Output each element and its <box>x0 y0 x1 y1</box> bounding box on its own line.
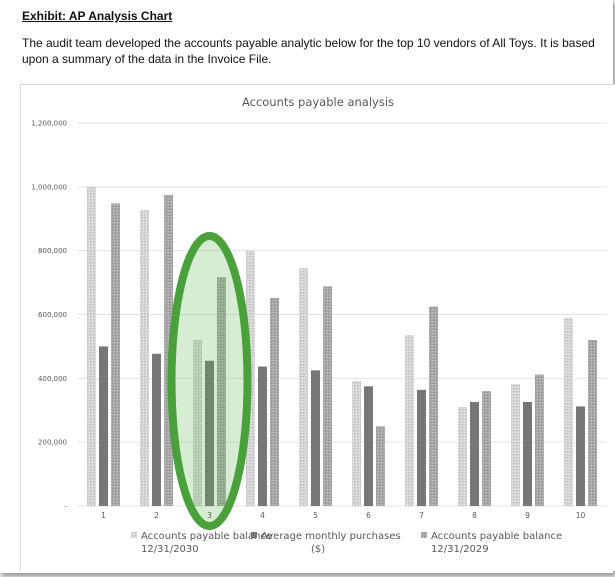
bar <box>270 297 279 506</box>
bar <box>535 374 544 506</box>
x-tick-label: 6 <box>366 511 371 520</box>
bar <box>152 353 161 506</box>
bar <box>417 389 426 506</box>
legend-label-line2: 12/31/2030 <box>141 544 199 555</box>
legend-label: Average monthly purchases <box>261 531 401 542</box>
bar <box>364 386 373 506</box>
x-tick-label: 4 <box>260 511 265 520</box>
bar <box>258 366 267 506</box>
y-tick-label: - <box>64 503 67 511</box>
y-tick-label: 200,000 <box>38 439 67 447</box>
legend-swatch <box>421 532 427 538</box>
legend-swatch <box>131 532 137 538</box>
axis-ticks: - 200,000 400,000 600,000 800,000 1,000,000 1,… <box>31 120 585 521</box>
y-tick-label: 600,000 <box>38 311 67 319</box>
x-tick-label: 2 <box>154 511 159 520</box>
bar <box>588 340 597 506</box>
highlight-ellipse <box>167 232 252 530</box>
bar <box>111 203 120 506</box>
x-tick-label: 9 <box>525 511 530 520</box>
x-tick-label: 3 <box>207 511 212 520</box>
bar <box>205 360 214 506</box>
x-tick-label: 7 <box>419 511 424 520</box>
bar <box>429 306 438 506</box>
x-tick-label: 1 <box>101 511 106 520</box>
legend-label-line2: 12/31/2029 <box>431 544 489 555</box>
bar <box>470 401 479 506</box>
legend-label: Accounts payable balance <box>431 531 562 542</box>
bar <box>405 335 414 506</box>
bar <box>523 401 532 506</box>
bar <box>99 346 108 506</box>
y-tick-label: 800,000 <box>38 247 67 255</box>
ap-analysis-chart: Accounts payable analysis - 200,000 400,00… <box>31 95 607 555</box>
bars <box>87 186 597 506</box>
y-tick-label: 1,200,000 <box>31 120 67 128</box>
bar <box>87 186 96 506</box>
x-tick-label: 8 <box>472 511 477 520</box>
bar <box>193 340 202 506</box>
bar <box>311 370 320 506</box>
bar <box>323 286 332 506</box>
y-tick-label: 1,000,000 <box>31 183 67 191</box>
bar <box>482 391 491 506</box>
x-tick-label: 5 <box>313 511 318 520</box>
bar <box>564 317 573 506</box>
legend: Accounts payable balance 12/31/2030 Averag… <box>131 531 562 555</box>
annotation <box>167 232 252 530</box>
exhibit-title: Exhibit: AP Analysis Chart <box>22 9 173 23</box>
legend-swatch <box>251 532 257 538</box>
y-tick-label: 400,000 <box>38 375 67 383</box>
chart-title: Accounts payable analysis <box>242 95 394 109</box>
bar <box>511 384 520 506</box>
bar <box>352 380 361 506</box>
bar <box>376 426 385 506</box>
x-tick-label: 10 <box>576 511 586 520</box>
bar <box>140 209 149 506</box>
bar <box>299 268 308 506</box>
intro-paragraph: The audit team developed the accounts pa… <box>22 36 595 66</box>
bar <box>217 277 226 506</box>
legend-label-line2: ($) <box>311 544 325 555</box>
bar <box>576 406 585 506</box>
chart-frame: Accounts payable analysis - 200,000 400,00… <box>20 84 615 571</box>
bar <box>458 407 467 506</box>
legend-label: Accounts payable balance <box>141 531 272 542</box>
